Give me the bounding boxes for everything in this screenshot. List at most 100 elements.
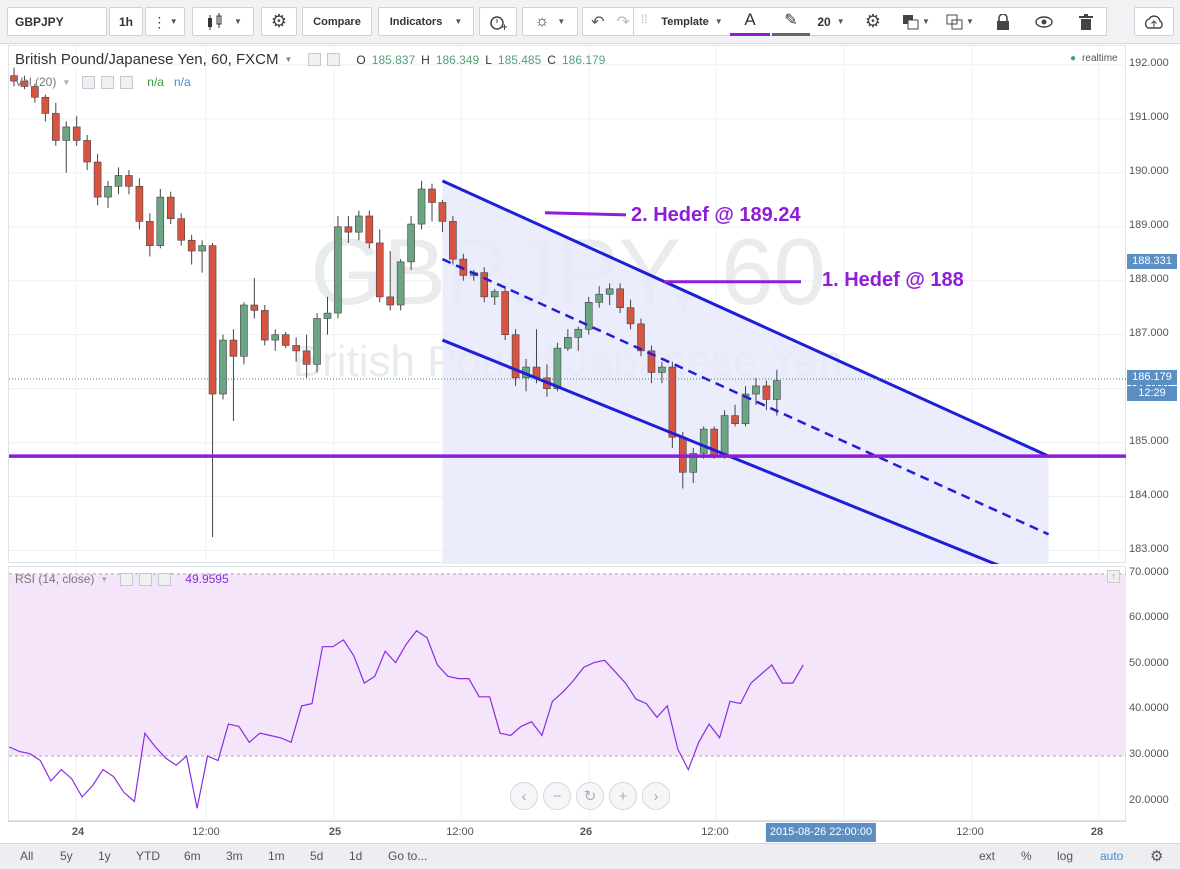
candle-body [699, 428, 708, 454]
undo-icon[interactable]: ↶ [591, 13, 605, 31]
range-button-5y[interactable]: 5y [60, 849, 73, 863]
candle-body [31, 86, 39, 98]
symbol-input[interactable]: GBPJPY [7, 7, 107, 36]
range-button-1d[interactable]: 1d [349, 849, 363, 863]
caret-down-icon[interactable]: ▼ [62, 77, 71, 87]
candle-body [564, 337, 572, 349]
bar-countdown-label: 12:29 [1127, 385, 1177, 401]
interval-button[interactable]: 1h [109, 7, 143, 36]
zoom-out-icon[interactable]: − [543, 782, 571, 810]
range-button-goto[interactable]: Go to... [388, 849, 428, 863]
price-tick: 191.000 [1129, 110, 1169, 123]
scale-toggle-log[interactable]: log [1057, 849, 1074, 863]
price-axis[interactable]: 192.000 191.000 190.000 189.000 188.000 187.0… [1126, 45, 1180, 821]
target2-label: 2. Hedef @ 189.24 [631, 204, 801, 226]
visibility-button[interactable] [1027, 7, 1061, 36]
candle-body [250, 304, 259, 311]
maximize-pane-icon[interactable]: ↑ [1107, 570, 1120, 583]
realtime-dot-icon: ● [1070, 53, 1077, 64]
lock-button[interactable] [986, 7, 1020, 36]
time-tick: 12:00 [192, 826, 220, 838]
candle-body [83, 140, 91, 163]
candle-body [375, 242, 384, 298]
realtime-label: realtime [1082, 53, 1118, 64]
template-label: Template [661, 15, 709, 28]
cloud-icon [1144, 14, 1163, 29]
redo-icon[interactable]: ↷ [616, 13, 630, 31]
remove-volume-icon[interactable] [120, 75, 134, 89]
scale-toggle-ext[interactable]: ext [979, 849, 996, 863]
interval-menu-button[interactable]: ⋮ ▼ [145, 7, 185, 36]
range-button-3m[interactable]: 3m [226, 849, 243, 863]
settings-icon: ⚙ [270, 11, 288, 31]
rsi-tick: 50.0000 [1129, 656, 1169, 669]
alert-button[interactable] [479, 7, 517, 36]
candle-body [229, 339, 238, 357]
range-button-5d[interactable]: 5d [310, 849, 324, 863]
candle-body [146, 221, 154, 246]
settings-button[interactable]: ⚙ [261, 7, 297, 36]
open-label: O [356, 52, 366, 67]
caret-down-icon[interactable]: ▼ [100, 574, 109, 584]
ideas-button[interactable]: ☼ ▼ [522, 7, 578, 36]
delete-button[interactable] [1069, 7, 1103, 36]
volume-settings-icon[interactable] [101, 75, 115, 89]
indicators-button[interactable]: Indicators ▼ [378, 7, 474, 36]
reset-chart-icon[interactable]: ↻ [576, 782, 604, 810]
candle-body [271, 334, 280, 341]
chart-style-button[interactable]: ▼ [192, 7, 254, 36]
zoom-in-icon[interactable]: + [609, 782, 637, 810]
rsi-band-fill [9, 573, 1127, 756]
rsi-tick: 40.0000 [1129, 702, 1169, 715]
range-button-1m[interactable]: 1m [268, 849, 285, 863]
caret-down-icon: ▼ [836, 17, 845, 26]
volume-legend: Vol (20) ▼ n/a n/a [15, 75, 191, 89]
time-axis[interactable]: 2015-08-26 22:00:00 24 12:00 25 12:00 26 12:0… [8, 821, 1126, 843]
candle-body [156, 196, 165, 246]
compare-button[interactable]: Compare [302, 7, 372, 36]
drawing-settings-button[interactable]: ⚙ [856, 7, 890, 36]
range-button-all[interactable]: All [20, 849, 34, 863]
candle-body [386, 296, 395, 306]
rsi-chart-canvas[interactable] [9, 567, 1127, 822]
time-tick: 26 [579, 826, 593, 838]
volume-value-1: n/a [147, 75, 164, 89]
drag-handle-icon[interactable]: ⁞⁞ [641, 12, 648, 26]
caret-down-icon[interactable]: ▼ [284, 55, 293, 64]
range-button-ytd[interactable]: YTD [136, 849, 160, 863]
series-settings-icon[interactable] [327, 53, 341, 66]
cloud-save-button[interactable] [1134, 7, 1174, 36]
template-button[interactable]: Template ▼ [655, 7, 729, 36]
candle-body [334, 226, 342, 314]
scale-toggle-percent[interactable]: % [1021, 849, 1032, 863]
hide-rsi-icon[interactable] [120, 572, 134, 586]
vertical-dots-icon: ⋮ [152, 13, 167, 30]
price-tick: 189.000 [1129, 218, 1169, 231]
line-width-button[interactable]: 20 ▼ [812, 7, 850, 36]
text-color-button[interactable]: A [730, 7, 770, 36]
scroll-left-icon[interactable]: ‹ [510, 782, 538, 810]
hide-series-icon[interactable] [308, 53, 322, 66]
visual-order-button[interactable]: ▼ [896, 7, 936, 36]
scroll-right-icon[interactable]: › [642, 782, 670, 810]
remove-rsi-icon[interactable] [158, 572, 172, 586]
settings-icon[interactable]: ⚙ [1150, 848, 1164, 865]
layers-button[interactable]: ▼ [940, 7, 980, 36]
rsi-pane[interactable]: RSI (14, close) ▼ 49.9595 ↑ [8, 566, 1127, 822]
hide-volume-icon[interactable] [82, 75, 96, 89]
line-color-button[interactable]: ✎ [772, 7, 810, 36]
candle-body [417, 188, 426, 225]
rsi-settings-icon[interactable] [139, 572, 153, 586]
candle-body [668, 366, 677, 438]
chart-navigation: ‹ − ↻ + › [510, 782, 670, 810]
range-button-6m[interactable]: 6m [184, 849, 201, 863]
close-label: C [547, 52, 556, 67]
candle-body [731, 415, 739, 425]
candle-body [51, 113, 60, 141]
candle-body [480, 272, 489, 298]
range-button-1y[interactable]: 1y [98, 849, 111, 863]
candle-body [605, 288, 614, 295]
scale-toggle-auto[interactable]: auto [1100, 849, 1124, 863]
